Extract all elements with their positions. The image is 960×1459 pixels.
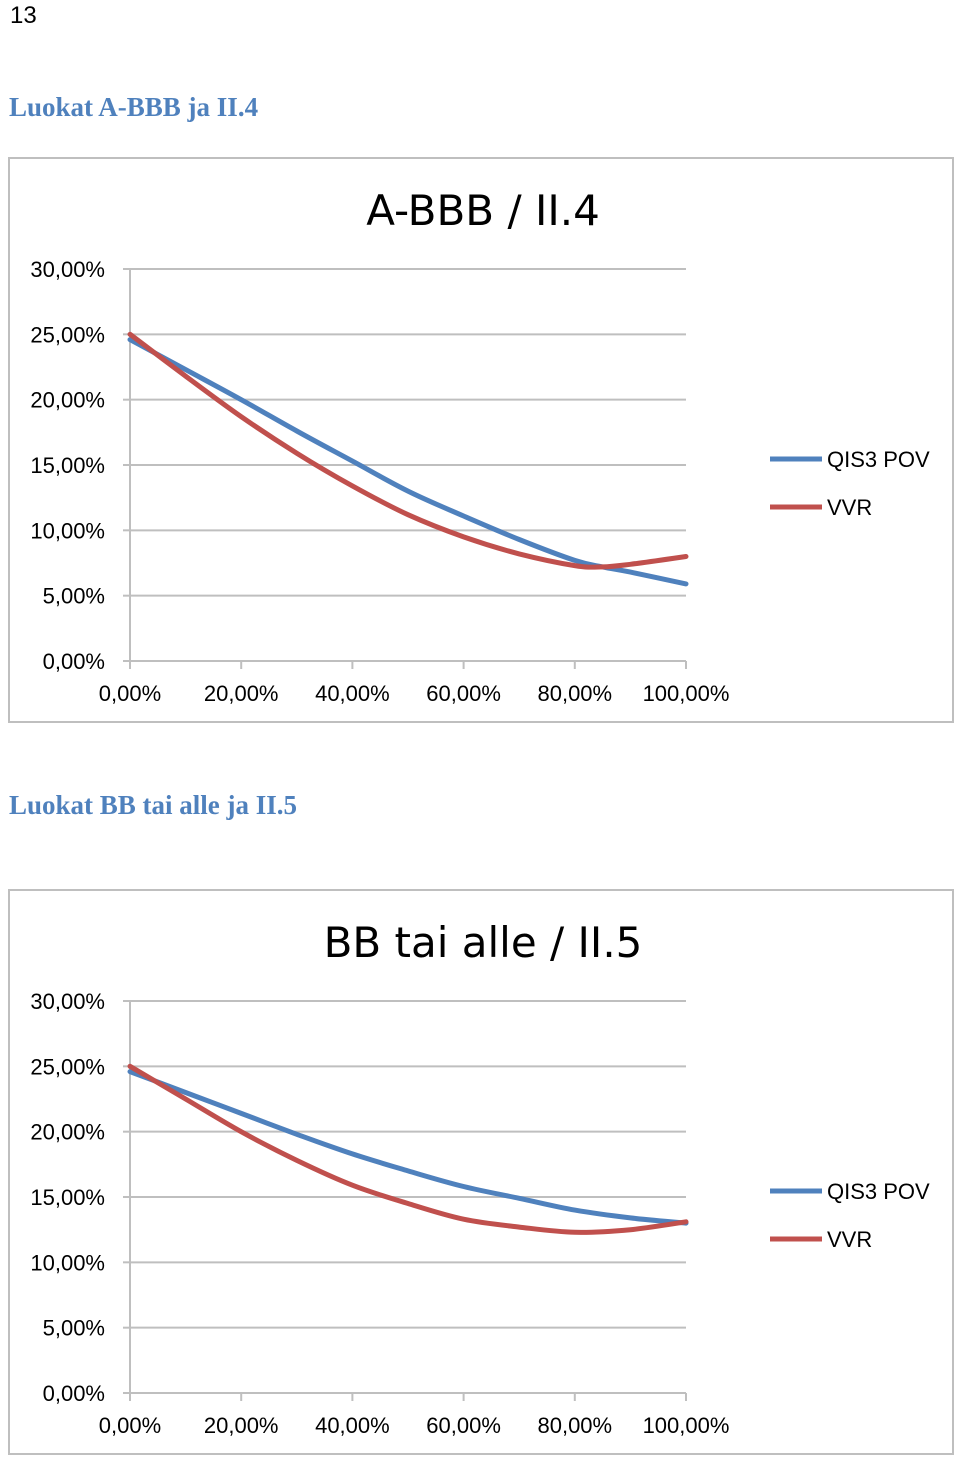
x-tick-label: 40,00% <box>315 681 390 706</box>
x-tick-label: 100,00% <box>643 681 730 706</box>
y-tick-label: 15,00% <box>30 1185 105 1210</box>
x-tick-label: 80,00% <box>537 681 612 706</box>
series-line-1 <box>127 1063 689 1235</box>
series-line-1 <box>127 331 689 570</box>
chart-svg-1: A-BBB / II.4 0,00% 5,00% 10,00% 15,00% 20,00%… <box>30 186 930 706</box>
y-tick-label: 10,00% <box>30 1250 105 1275</box>
section-heading-2: Luokat BB tai alle ja II.5 <box>9 790 298 820</box>
chart-title: BB tai alle / II.5 <box>324 918 643 967</box>
legend-label-1: VVR <box>827 495 872 520</box>
y-tick-label: 25,00% <box>30 322 105 347</box>
y-tick-label: 30,00% <box>30 989 105 1014</box>
y-tick-label: 20,00% <box>30 1120 105 1145</box>
section-heading-1: Luokat A-BBB ja II.4 <box>9 92 259 122</box>
chart-svg-2: BB tai alle / II.5 0,00% 5,00% 10,00% 15,00%… <box>30 918 930 1438</box>
x-tick-label: 20,00% <box>204 1413 279 1438</box>
chart-bb: BB tai alle / II.5 0,00% 5,00% 10,00% 15,00%… <box>8 889 954 1455</box>
legend-label-1: VVR <box>827 1227 872 1252</box>
series-line-0 <box>127 337 689 587</box>
y-tick-label: 25,00% <box>30 1054 105 1079</box>
y-tick-label: 20,00% <box>30 388 105 413</box>
x-tick-label: 0,00% <box>99 1413 161 1438</box>
chart-title: A-BBB / II.4 <box>366 186 600 235</box>
chart-a-bbb: A-BBB / II.4 0,00% 5,00% 10,00% 15,00% 20,00%… <box>8 157 954 723</box>
y-tick-label: 0,00% <box>43 1381 105 1406</box>
x-tick-label: 60,00% <box>426 681 501 706</box>
x-tick-label: 40,00% <box>315 1413 390 1438</box>
page-number: 13 <box>10 2 37 29</box>
y-tick-label: 5,00% <box>43 584 105 609</box>
y-tick-label: 0,00% <box>43 649 105 674</box>
legend-label-0: QIS3 POV <box>827 1179 930 1204</box>
y-tick-label: 10,00% <box>30 518 105 543</box>
y-tick-label: 30,00% <box>30 257 105 282</box>
x-tick-label: 100,00% <box>643 1413 730 1438</box>
y-tick-label: 5,00% <box>43 1316 105 1341</box>
x-tick-label: 80,00% <box>537 1413 612 1438</box>
x-tick-label: 60,00% <box>426 1413 501 1438</box>
x-tick-label: 20,00% <box>204 681 279 706</box>
series-line-0 <box>127 1069 689 1226</box>
x-tick-label: 0,00% <box>99 681 161 706</box>
legend-label-0: QIS3 POV <box>827 447 930 472</box>
y-tick-label: 15,00% <box>30 453 105 478</box>
